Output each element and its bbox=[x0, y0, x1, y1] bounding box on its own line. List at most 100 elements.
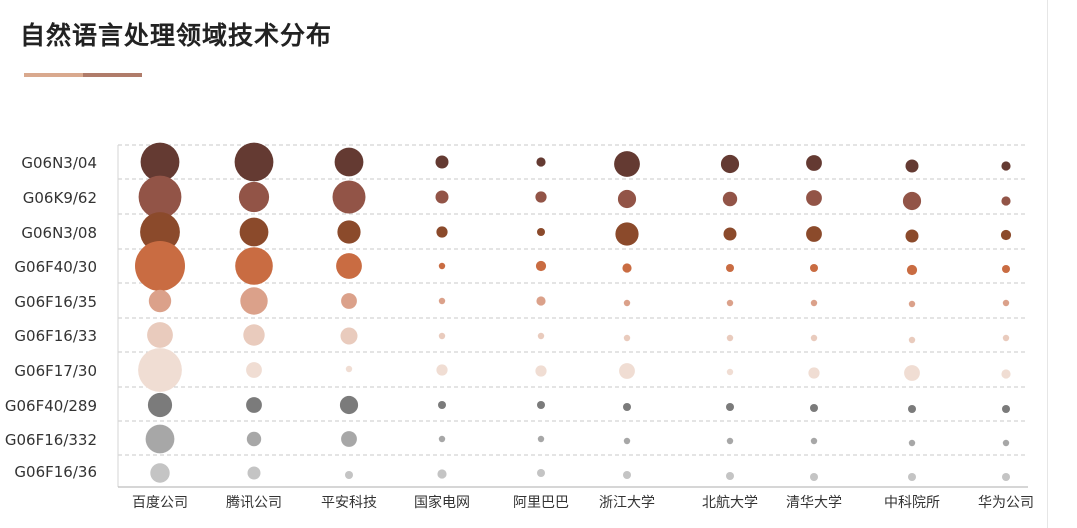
bubble-point bbox=[615, 222, 639, 246]
bubble-point bbox=[806, 190, 822, 206]
bubble-point bbox=[726, 403, 734, 411]
bubble-point bbox=[337, 220, 361, 244]
bubble-point bbox=[726, 368, 734, 376]
bubble-point bbox=[238, 181, 270, 213]
x-tick-label: 华为公司 bbox=[978, 495, 1034, 511]
bubble-point bbox=[908, 439, 916, 447]
bubble-point bbox=[720, 154, 740, 174]
bubble-point bbox=[1002, 405, 1010, 413]
bubble-point bbox=[339, 395, 359, 415]
bubble-point bbox=[536, 296, 546, 306]
bubble-point bbox=[617, 189, 637, 209]
bubble-point bbox=[345, 471, 353, 479]
bubble-point bbox=[1002, 334, 1010, 342]
bubble-point bbox=[148, 289, 172, 313]
bubble-point bbox=[147, 322, 173, 348]
bubble-point bbox=[623, 299, 631, 307]
bubble-point bbox=[1001, 369, 1011, 379]
x-tick-label: 平安科技 bbox=[321, 495, 377, 511]
bubble-point bbox=[908, 473, 916, 481]
bubble-point bbox=[726, 264, 734, 272]
bubble-point bbox=[810, 299, 818, 307]
bubble-point bbox=[234, 142, 274, 182]
bubble-point bbox=[722, 191, 738, 207]
bubble-point bbox=[1002, 473, 1010, 481]
bubble-point bbox=[341, 431, 357, 447]
bubble-point bbox=[438, 297, 446, 305]
bubble-point bbox=[437, 469, 447, 479]
bubble-point bbox=[614, 151, 640, 177]
bubble-point bbox=[537, 435, 545, 443]
bubble-point bbox=[138, 348, 182, 392]
bubble-point bbox=[537, 332, 545, 340]
title-accent-bar bbox=[24, 73, 142, 77]
y-tick-label: G06F17/30 bbox=[14, 362, 97, 380]
bubble-point bbox=[535, 260, 547, 272]
bubble-point bbox=[438, 332, 446, 340]
bubble-point bbox=[1000, 229, 1012, 241]
bubble-point bbox=[332, 180, 366, 214]
bubble-point bbox=[1001, 196, 1011, 206]
bubble-point bbox=[140, 212, 180, 252]
right-edge-divider bbox=[1047, 0, 1048, 528]
bubble-point bbox=[436, 226, 448, 238]
accent-segment-light bbox=[24, 73, 83, 77]
bubble-point bbox=[235, 247, 273, 285]
bubble-point bbox=[135, 241, 185, 291]
x-tick-label: 阿里巴巴 bbox=[513, 495, 569, 511]
bubble-point bbox=[334, 147, 364, 177]
bubble-point bbox=[239, 217, 269, 247]
y-tick-label: G06F16/332 bbox=[5, 431, 97, 449]
y-tick-label: G06F40/30 bbox=[14, 258, 97, 276]
bubble-point bbox=[246, 362, 262, 378]
bubble-point bbox=[623, 403, 631, 411]
chart-title: 自然语言处理领域技术分布 bbox=[20, 21, 333, 50]
bubble-point bbox=[806, 155, 822, 171]
bubble-point bbox=[623, 437, 631, 445]
bubble-point bbox=[908, 405, 916, 413]
bubble-point bbox=[240, 287, 268, 315]
bubble-point bbox=[810, 437, 818, 445]
bubble-point bbox=[905, 159, 919, 173]
x-tick-label: 国家电网 bbox=[414, 494, 470, 511]
bubble-point bbox=[904, 365, 920, 381]
bubble-point bbox=[726, 472, 734, 480]
bubble-point bbox=[810, 473, 818, 481]
x-tick-label: 清华大学 bbox=[786, 495, 842, 511]
bubble-point bbox=[247, 466, 261, 480]
bubble-point bbox=[723, 227, 737, 241]
bubble-point bbox=[150, 463, 170, 483]
y-tick-label: G06F16/35 bbox=[14, 293, 97, 311]
bubble-point bbox=[1001, 161, 1011, 171]
bubble-point bbox=[246, 397, 262, 413]
bubble-point bbox=[438, 262, 446, 270]
bubble-point bbox=[537, 228, 545, 236]
y-tick-label: G06F40/289 bbox=[5, 397, 97, 415]
bubble-point bbox=[436, 364, 448, 376]
bubble-point bbox=[908, 336, 916, 344]
y-tick-label: G06F16/36 bbox=[14, 463, 97, 481]
x-tick-label: 中科院所 bbox=[884, 495, 940, 511]
bubble-point bbox=[623, 471, 631, 479]
bubble-point bbox=[438, 401, 446, 409]
y-tick-label: G06N3/08 bbox=[21, 224, 97, 242]
bubble-point bbox=[243, 324, 265, 346]
y-tick-label: G06K9/62 bbox=[23, 189, 97, 207]
bubble-point bbox=[536, 157, 546, 167]
bubble-point bbox=[246, 431, 262, 447]
bubble-point bbox=[537, 401, 545, 409]
bubble-point bbox=[341, 293, 357, 309]
bubble-point bbox=[345, 365, 353, 373]
bubble-point bbox=[623, 334, 631, 342]
bubble-point bbox=[902, 191, 922, 211]
bubble-point bbox=[145, 424, 175, 454]
bubble-point bbox=[537, 469, 545, 477]
bubble-point bbox=[908, 300, 916, 308]
bubble-point bbox=[906, 264, 918, 276]
bubble-point bbox=[140, 142, 180, 182]
bubble-point bbox=[619, 363, 635, 379]
bubble-point bbox=[806, 226, 822, 242]
bubble-point bbox=[810, 404, 818, 412]
accent-segment-dark bbox=[83, 73, 142, 77]
